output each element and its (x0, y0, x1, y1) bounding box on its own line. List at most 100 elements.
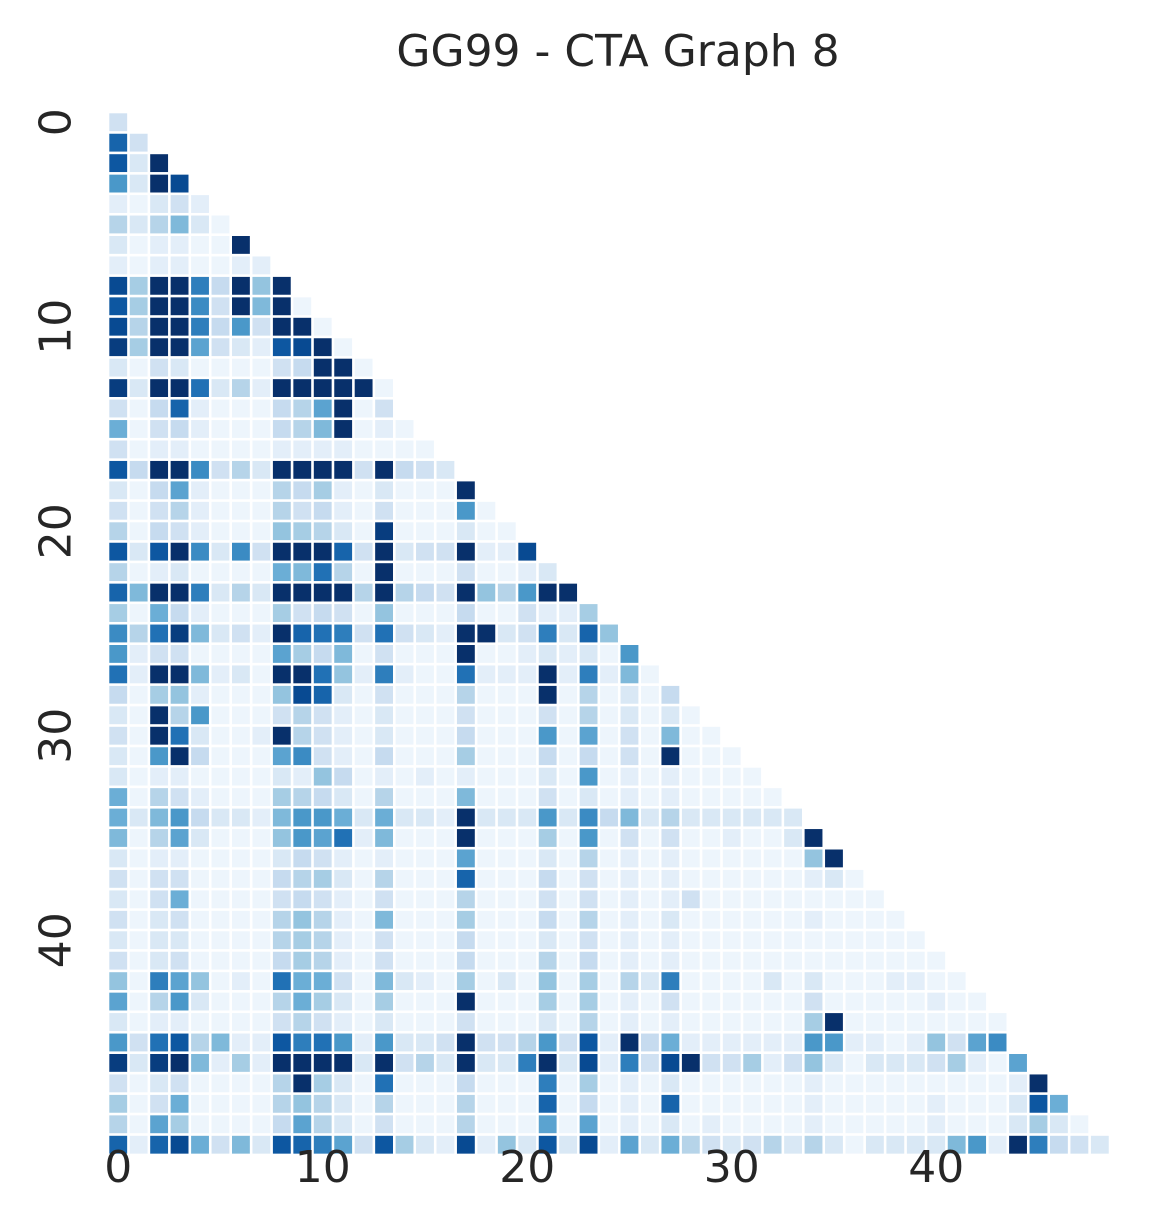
heatmap-cell (334, 522, 353, 541)
heatmap-cell (232, 358, 250, 377)
heatmap-cell (129, 665, 148, 684)
heatmap-cell (661, 808, 680, 827)
heatmap-cell (334, 931, 353, 950)
heatmap-cell (109, 604, 128, 622)
heatmap-cell (436, 992, 455, 1011)
heatmap-cell (579, 890, 598, 909)
heatmap-cell (600, 1013, 618, 1031)
heatmap-cell (456, 665, 475, 684)
heatmap-cell (191, 358, 209, 377)
heatmap-cell (334, 788, 353, 806)
heatmap-cell (150, 788, 169, 806)
heatmap-cell (518, 849, 537, 868)
heatmap-cell (743, 931, 762, 950)
heatmap-cell (518, 890, 537, 909)
heatmap-cell (763, 890, 782, 909)
heatmap-cell (232, 338, 250, 357)
heatmap-cell (334, 747, 353, 766)
heatmap-cell (272, 931, 291, 950)
heatmap-cell (416, 1094, 434, 1113)
heatmap-cell (252, 297, 271, 316)
heatmap-cell (109, 440, 128, 459)
heatmap-cell (559, 747, 578, 766)
x-tick-label: 20 (499, 1142, 555, 1193)
heatmap-cell (1009, 1094, 1027, 1113)
heatmap-cell (109, 420, 128, 438)
heatmap-cell (109, 910, 128, 929)
heatmap-cell (947, 1094, 966, 1113)
heatmap-cell (886, 1115, 905, 1134)
heatmap-cell (804, 1115, 823, 1134)
heatmap-cell (559, 645, 578, 663)
heatmap-cell (375, 501, 393, 520)
heatmap-cell (600, 747, 618, 766)
heatmap-cell (170, 563, 189, 582)
heatmap-cell (456, 563, 475, 582)
heatmap-cell (763, 788, 782, 806)
heatmap-cell (559, 849, 578, 868)
heatmap-cell (702, 808, 721, 827)
heatmap-cell (620, 747, 639, 766)
heatmap-cell (313, 317, 332, 336)
heatmap-cell (232, 256, 250, 275)
heatmap-cell (252, 624, 271, 643)
heatmap-cell (150, 236, 169, 254)
heatmap-cell (865, 1033, 884, 1052)
heatmap-cell (170, 276, 189, 295)
heatmap-cell (252, 747, 271, 766)
heatmap-cell (252, 276, 271, 295)
heatmap-cell (232, 604, 250, 622)
heatmap-cell (170, 685, 189, 704)
heatmap-cell (211, 1054, 230, 1072)
heatmap-cell (293, 726, 312, 745)
heatmap-cell (272, 1094, 291, 1113)
heatmap-cell (702, 869, 721, 888)
heatmap-cell (150, 420, 169, 438)
heatmap-cell (968, 1135, 987, 1154)
heatmap-cell (109, 972, 128, 991)
heatmap-cell (354, 481, 373, 500)
heatmap-cell (641, 951, 659, 970)
heatmap-cell (313, 767, 332, 786)
heatmap-cell (988, 1033, 1007, 1052)
heatmap-cell (293, 542, 312, 561)
heatmap-cell (497, 522, 516, 541)
heatmap-cell (661, 849, 680, 868)
heatmap-cell (497, 726, 516, 745)
heatmap-cell (211, 747, 230, 766)
heatmap-cell (456, 890, 475, 909)
heatmap-cell (456, 685, 475, 704)
heatmap-cell (313, 1074, 332, 1093)
heatmap-cell (906, 992, 925, 1011)
heatmap-cell (334, 645, 353, 663)
heatmap-cell (906, 1115, 925, 1134)
heatmap-cell (395, 501, 414, 520)
heatmap-cell (641, 808, 659, 827)
heatmap-cell (600, 767, 618, 786)
heatmap-cell (865, 890, 884, 909)
heatmap-cell (191, 726, 209, 745)
heatmap-cell (456, 1135, 475, 1154)
heatmap-cell (109, 624, 128, 643)
y-tick-label: 20 (31, 503, 82, 559)
heatmap-cell (477, 583, 496, 602)
heatmap-cell (456, 726, 475, 745)
heatmap-cell (191, 501, 209, 520)
heatmap-cell (354, 542, 373, 561)
heatmap-cell (497, 972, 516, 991)
heatmap-cell (252, 542, 271, 561)
heatmap-cell (272, 501, 291, 520)
heatmap-cell (129, 338, 148, 357)
heatmap-cell (620, 1115, 639, 1134)
heatmap-cell (641, 992, 659, 1011)
x-tick-label: 40 (908, 1142, 964, 1193)
heatmap-cell (784, 869, 802, 888)
heatmap-cell (743, 808, 762, 827)
heatmap-cell (743, 869, 762, 888)
heatmap-cell (395, 1094, 414, 1113)
heatmap-cell (763, 910, 782, 929)
heatmap-cell (272, 379, 291, 397)
heatmap-cell (681, 829, 700, 847)
heatmap-cell (681, 808, 700, 827)
heatmap-cell (661, 1054, 680, 1072)
